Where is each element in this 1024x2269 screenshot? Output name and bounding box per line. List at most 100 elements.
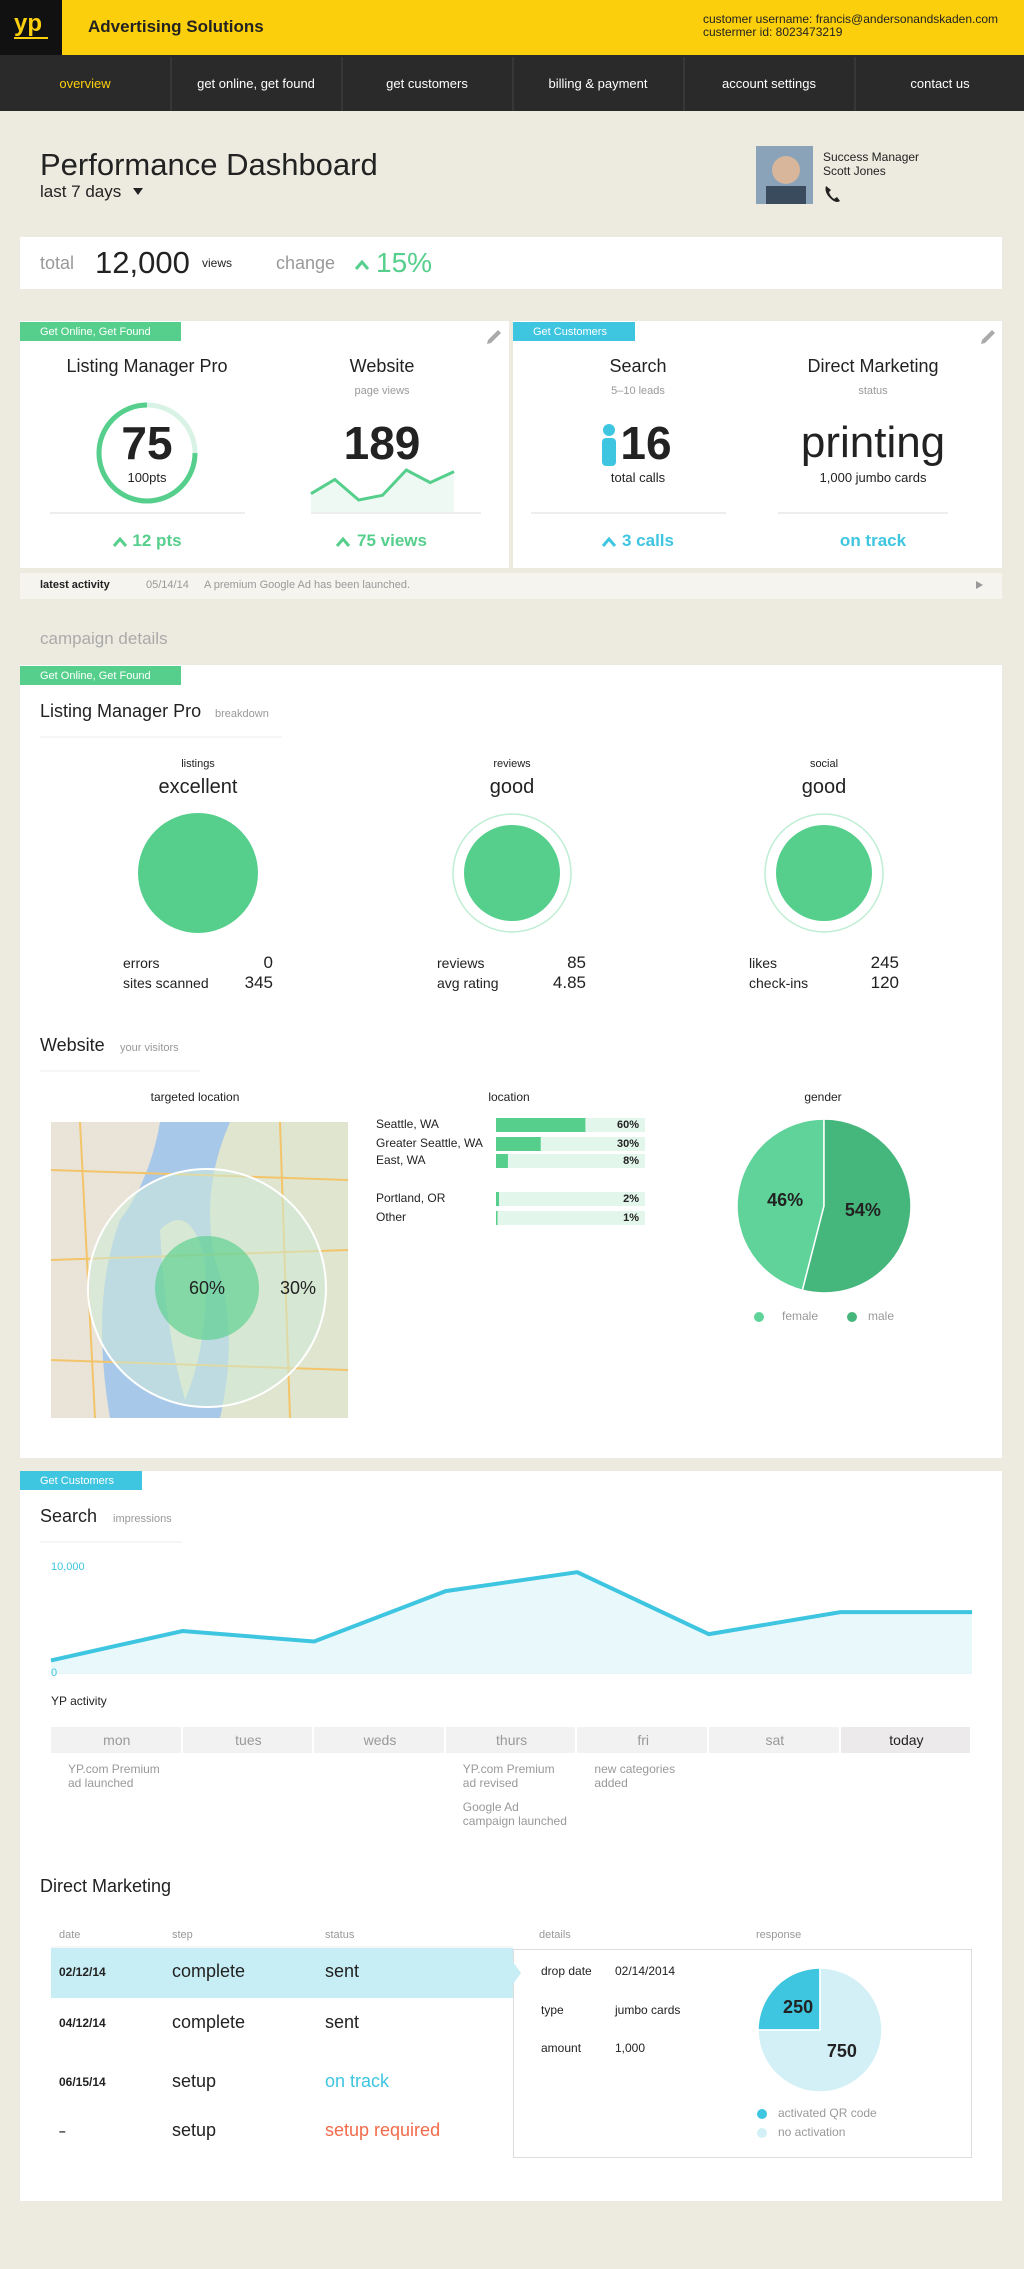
target-inner	[155, 1236, 259, 1340]
map-road	[79, 1121, 96, 1419]
status-circle	[138, 813, 258, 933]
card-title: Website	[349, 356, 415, 377]
up-arrow	[112, 536, 128, 547]
stat-label: check-ins	[749, 975, 809, 992]
day-label: tues	[235, 1732, 262, 1749]
text: social	[809, 757, 839, 770]
text: listings	[181, 757, 215, 770]
expand-arrow	[976, 581, 983, 589]
row-status: on track	[325, 2071, 390, 2092]
stat-label: reviews	[437, 955, 485, 972]
card-title: Listing Manager Pro	[66, 356, 228, 377]
card-caption: 100pts	[127, 469, 167, 485]
legend-label: activated QR code	[778, 2106, 877, 2121]
text: targeted location	[150, 1090, 240, 1105]
tag	[20, 1471, 142, 1490]
logo	[0, 0, 62, 55]
y-tick-label: 10,000	[51, 1560, 85, 1573]
nav-item[interactable]: get customers	[386, 75, 468, 91]
day-label: weds	[363, 1732, 397, 1749]
totals-box	[20, 237, 1002, 289]
avatar-body	[766, 186, 806, 204]
row-date: –	[59, 2124, 66, 2139]
day-cell	[577, 1727, 707, 1753]
text: reviews	[493, 757, 531, 770]
section-heading: campaign details	[40, 628, 168, 648]
bar-track	[496, 1211, 645, 1225]
bar	[496, 1211, 498, 1225]
text: views	[202, 256, 233, 271]
pie-label: 750	[826, 2041, 857, 2062]
bar-label: East, WA	[376, 1153, 426, 1168]
edit-icon	[981, 330, 995, 344]
detail-label: drop date	[541, 1964, 592, 1979]
bar-label: Other	[376, 1210, 407, 1225]
text: total	[40, 253, 75, 274]
up-arrow	[601, 536, 617, 547]
nav-item[interactable]: contact us	[910, 75, 970, 91]
day-label: sat	[765, 1732, 785, 1749]
activity-note: Google Ad	[462, 1800, 519, 1815]
pie-label: 250	[783, 1997, 814, 2018]
row-step: complete	[172, 2012, 246, 2033]
bar-label: Seattle, WA	[376, 1117, 439, 1132]
stat-label: likes	[749, 955, 778, 972]
nav-item[interactable]: billing & payment	[548, 75, 648, 91]
sparkline-area	[311, 470, 454, 512]
pie-slice	[757, 1967, 883, 2093]
customer-id: custermer id: 8023473219	[703, 25, 843, 40]
map-label: 30%	[279, 1278, 317, 1299]
text: change	[276, 253, 336, 274]
bar-label: Portland, OR	[376, 1191, 446, 1206]
text: 05/14/14	[146, 578, 189, 591]
activity-note: ad launched	[68, 1776, 134, 1791]
period-select[interactable]: last 7 days	[40, 181, 122, 201]
nav-item[interactable]: get online, get found	[197, 75, 315, 91]
header-bar	[0, 0, 1024, 55]
manager-name: Scott Jones	[823, 164, 886, 179]
card-title: Direct Marketing	[807, 356, 939, 377]
card-value: 75	[121, 416, 173, 469]
day-cell	[445, 1727, 576, 1753]
bar	[496, 1154, 508, 1168]
legend-dot	[757, 2128, 767, 2138]
detail-value: 1,000	[615, 2041, 646, 2056]
person-body	[602, 438, 616, 466]
bar-value: 30%	[616, 1137, 639, 1150]
row-highlight	[51, 1948, 513, 1998]
page-title: Performance Dashboard	[40, 146, 378, 182]
legend-dot	[754, 1312, 764, 1322]
column-header: details	[539, 1928, 571, 1941]
row-status: sent	[325, 1961, 360, 1982]
map-label: 60%	[188, 1278, 226, 1299]
pie-label: 46%	[767, 1190, 804, 1211]
stat-value: 345	[244, 972, 273, 992]
row-step: complete	[172, 1961, 246, 1982]
detail-value: 02/14/2014	[615, 1964, 676, 1979]
row-date: 04/12/14	[59, 2016, 106, 2031]
bar	[496, 1137, 541, 1151]
card	[513, 321, 1002, 568]
column-header: response	[756, 1928, 802, 1941]
activity-note: YP.com Premium	[68, 1762, 160, 1777]
stat-label: errors	[123, 955, 160, 972]
tag	[20, 322, 181, 341]
nav-item[interactable]: overview	[59, 75, 111, 91]
detail-label: amount	[541, 2041, 582, 2056]
nav-item[interactable]: account settings	[722, 75, 816, 91]
detail-label: type	[541, 2003, 564, 2018]
legend-label: female	[782, 1309, 819, 1324]
day-label: today	[889, 1732, 924, 1749]
status-circle	[776, 825, 872, 921]
rating: excellent	[158, 776, 238, 798]
row-date: 06/15/14	[59, 2075, 106, 2090]
up-arrow	[335, 536, 351, 547]
card-delta: 3 calls	[622, 530, 674, 550]
change-value: 15%	[376, 246, 433, 278]
card-delta: 75 views	[357, 530, 427, 550]
tag	[20, 666, 181, 685]
tag-text: Get Online, Get Found	[40, 669, 151, 682]
status-ring	[452, 813, 572, 933]
text: breakdown	[215, 707, 269, 720]
